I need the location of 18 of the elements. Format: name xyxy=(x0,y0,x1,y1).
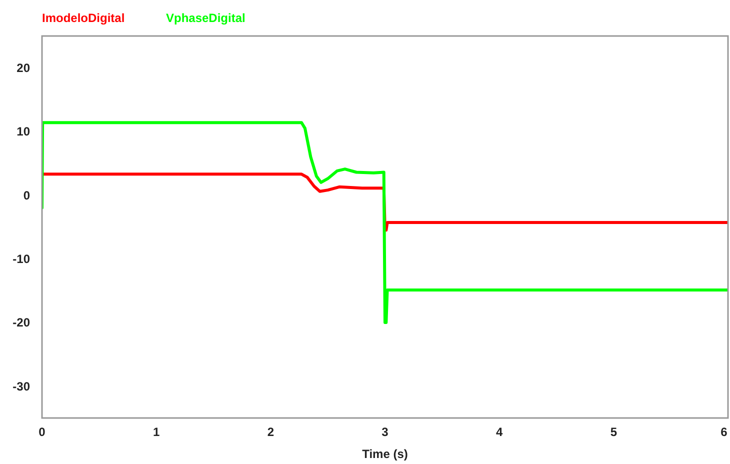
text: VphaseDigital xyxy=(166,11,246,25)
x-axis-title: Time (s) xyxy=(362,447,408,461)
y-tick-label: 20 xyxy=(16,61,30,76)
x-tick-label: 4 xyxy=(496,425,503,439)
y-tick-label: -30 xyxy=(12,379,30,394)
y-tick-label: -20 xyxy=(12,316,30,330)
x-tick-label: 3 xyxy=(382,425,389,439)
text: ImodeloDigital xyxy=(42,11,125,25)
x-tick-label: 6 xyxy=(720,425,728,439)
x-tick-label: 1 xyxy=(152,425,160,439)
y-tick-label: 10 xyxy=(16,124,30,139)
x-tick-label: 5 xyxy=(610,425,618,439)
line-series xyxy=(42,121,728,324)
x-tick-label: 0 xyxy=(38,425,46,439)
y-tick-label: 0 xyxy=(23,188,30,202)
line-series xyxy=(42,172,728,232)
y-tick-label: -10 xyxy=(12,252,30,266)
x-tick-label: 2 xyxy=(267,425,274,439)
